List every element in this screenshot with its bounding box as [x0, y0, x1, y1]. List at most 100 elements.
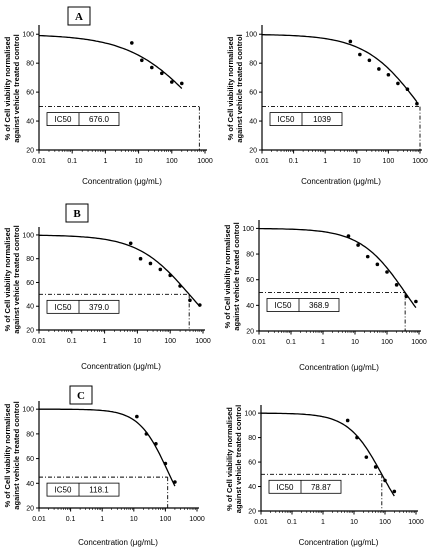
x-tick-label: 10: [134, 338, 142, 345]
data-point: [345, 418, 350, 423]
data-point: [346, 234, 351, 238]
y-tick-label: 60: [26, 280, 34, 287]
x-tick-label: 0.1: [286, 339, 296, 346]
x-tick-label: 1000: [195, 338, 211, 345]
data-point: [375, 262, 380, 267]
panel-letter-box: [69, 385, 93, 405]
y-axis-label-line-1: % of Cell viability normalised: [223, 224, 232, 328]
data-point: [130, 41, 134, 45]
fit-curve: [259, 227, 417, 308]
y-tick-label: 100: [22, 232, 34, 239]
ic50-box: [46, 112, 120, 126]
ic50-label: IC50: [275, 301, 292, 310]
data-point: [128, 241, 133, 246]
data-point: [348, 39, 353, 44]
fit-curve: [39, 234, 201, 307]
ic50-value: 118.1: [89, 486, 109, 495]
y-tick-label: 20: [246, 329, 254, 336]
x-axis-label: Concentration (μg/mL): [82, 177, 162, 186]
y-axis-label-line-1: % of Cell viability normalised: [3, 403, 12, 507]
x-tick-label: 1: [103, 338, 107, 345]
data-point: [358, 52, 362, 57]
ic50-label: IC50: [55, 303, 72, 312]
chart-panel-1: 20 40 60 80 100 0.01 0.1 1 10 100 1000 Concentratio…: [3, 6, 213, 186]
ic50-box: [46, 482, 120, 497]
x-tick-label: 0.01: [32, 158, 46, 165]
y-tick-label: 80: [249, 61, 257, 68]
x-tick-label: 0.1: [67, 158, 77, 165]
y-axis-label-line-2: against vehicle treated control: [235, 34, 244, 142]
data-point: [173, 480, 177, 484]
fit-curve: [39, 408, 176, 487]
y-axis-label-line-2: against vehicle treated control: [12, 401, 21, 509]
y-tick-label: 40: [26, 481, 34, 488]
ic50-box: [268, 479, 342, 494]
data-point: [404, 294, 409, 299]
ic50-box: [46, 299, 120, 314]
panel-letter-box: [67, 6, 91, 26]
x-tick-label: 100: [383, 158, 395, 165]
x-tick-label: 1000: [197, 158, 213, 165]
x-tick-label: 100: [166, 158, 178, 165]
y-axis-label: % of Cell viability normalisedagainst ve…: [226, 34, 244, 142]
y-tick-label: 60: [26, 456, 34, 463]
chart-panel-6: 20 40 60 80 100 0.01 0.1 1 10 100 1000 Concentratio…: [225, 405, 424, 547]
x-tick-label: 1000: [411, 339, 427, 346]
y-tick-label: 60: [249, 90, 257, 97]
x-tick-label: 1: [103, 158, 107, 165]
x-tick-label: 0.1: [66, 516, 76, 523]
y-tick-label: 80: [26, 256, 34, 263]
data-point: [140, 58, 144, 63]
y-tick-label: 100: [242, 226, 254, 233]
data-point: [364, 455, 369, 459]
y-tick-label: 100: [244, 411, 256, 418]
fit-curve: [262, 34, 418, 103]
data-point: [170, 80, 174, 84]
x-axis-label: Concentration (μg/mL): [81, 362, 161, 371]
y-axis-label: % of Cell viability normalisedagainst ve…: [223, 222, 241, 330]
data-point: [356, 243, 360, 247]
panel-letter: B: [73, 208, 81, 220]
x-axis-label: Concentration (μg/mL): [299, 538, 379, 547]
x-tick-label: 100: [379, 519, 391, 526]
y-tick-label: 100: [245, 32, 257, 39]
x-tick-label: 0.01: [32, 338, 46, 345]
y-axis-label: % of Cell viability normalisedagainst ve…: [3, 225, 21, 333]
data-point: [355, 435, 359, 440]
y-axis-label-line-2: against vehicle treated control: [12, 225, 21, 333]
data-point: [148, 261, 153, 266]
panel-letter: A: [75, 11, 83, 23]
data-point: [138, 256, 143, 261]
x-axis-label: Concentration (μg/mL): [78, 538, 158, 547]
data-point: [377, 67, 381, 71]
x-tick-label: 0.1: [287, 519, 297, 526]
fit-curve: [261, 412, 395, 497]
y-tick-label: 80: [248, 435, 256, 442]
data-point: [163, 461, 168, 466]
y-tick-label: 40: [26, 304, 34, 311]
data-point: [178, 284, 182, 288]
x-tick-label: 0.01: [254, 519, 268, 526]
x-tick-label: 100: [160, 516, 172, 523]
y-tick-label: 80: [26, 431, 34, 438]
data-point: [396, 81, 400, 86]
y-tick-label: 60: [246, 277, 254, 284]
data-point: [179, 81, 184, 86]
ic50-box: [266, 298, 340, 312]
y-tick-label: 20: [26, 506, 34, 513]
y-axis-label-line-1: % of Cell viability normalised: [3, 36, 12, 140]
y-axis-label-line-2: against vehicle treated control: [234, 405, 243, 513]
chart-panel-4: 20 40 60 80 100 0.01 0.1 1 10 100 1000 Concentratio…: [223, 220, 427, 372]
x-tick-label: 1: [323, 158, 327, 165]
ic50-label: IC50: [277, 483, 294, 492]
data-point: [154, 441, 158, 446]
data-point: [373, 465, 378, 469]
x-tick-label: 0.1: [67, 338, 77, 345]
data-point: [150, 65, 154, 70]
ic50-value: 379.0: [89, 303, 110, 312]
x-tick-label: 1000: [189, 516, 205, 523]
y-tick-label: 100: [22, 407, 34, 414]
x-tick-label: 1: [100, 516, 104, 523]
data-point: [168, 273, 172, 278]
